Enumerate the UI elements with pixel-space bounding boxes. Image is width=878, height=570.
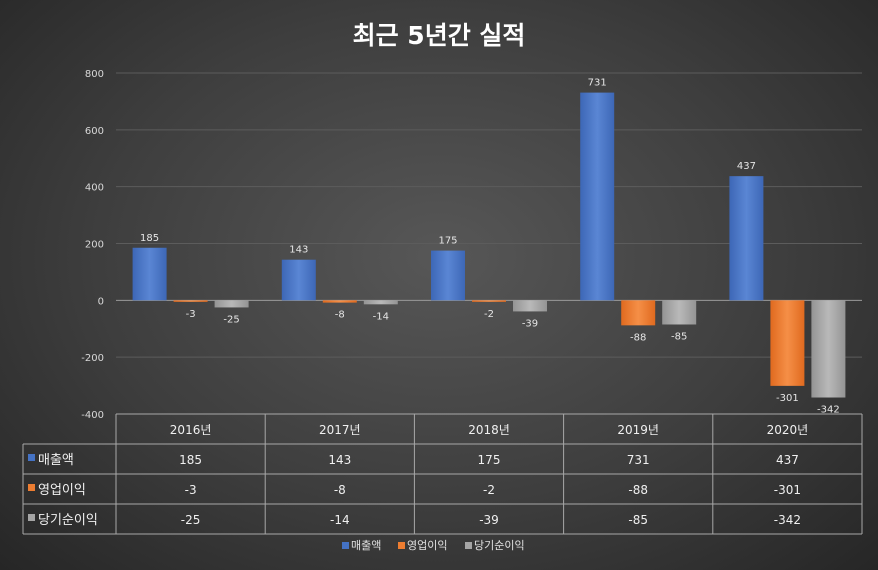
legend-label: 매출액: [351, 539, 381, 552]
bar: [322, 300, 357, 303]
data-label: -25: [223, 314, 239, 325]
data-label: 175: [438, 236, 457, 247]
table-cell: 437: [776, 453, 799, 467]
y-tick-label: -200: [81, 353, 104, 364]
data-labels: 185 143 175 731 437 -3 -8 -2 -88 -301 -25 -14 -39 -85…: [140, 78, 840, 416]
table-cell: 185: [179, 453, 202, 467]
bar: [729, 176, 764, 301]
table-cell: -8: [334, 483, 346, 497]
table-cell: -301: [774, 483, 801, 497]
data-label: -85: [671, 331, 687, 342]
bar: [770, 300, 805, 386]
table-row-header: 매출액: [38, 453, 74, 468]
bar: [621, 300, 656, 326]
data-label: -342: [817, 405, 840, 416]
chart-title: 최근 5년간 실적: [353, 21, 526, 50]
data-label: 143: [289, 245, 308, 256]
table-legend-key: [28, 454, 35, 461]
legend-key: [465, 542, 472, 549]
y-tick-label: 800: [85, 69, 104, 80]
table-cell: -3: [185, 483, 197, 497]
legend-key: [398, 542, 405, 549]
table-cell: -88: [628, 483, 648, 497]
table-header-cell: 2016년: [170, 423, 212, 437]
bar: [363, 300, 398, 305]
data-label: -301: [776, 393, 799, 404]
data-label: -3: [186, 309, 196, 320]
data-label: 185: [140, 233, 159, 244]
table-cell: -85: [628, 513, 648, 527]
table-cell: 143: [328, 453, 351, 467]
data-label: -2: [484, 309, 494, 320]
data-label: -39: [522, 318, 538, 329]
bar: [132, 247, 167, 301]
table-cell: -2: [483, 483, 495, 497]
bar: [811, 300, 846, 398]
bar: [513, 300, 547, 312]
table-row-header: 당기순이익: [38, 513, 98, 528]
data-label: -8: [335, 310, 345, 321]
table-header-cell: 2017년: [319, 423, 361, 437]
bar: [431, 250, 465, 301]
bar: [580, 92, 615, 301]
table-header-cell: 2018년: [468, 423, 510, 437]
table-cell: 731: [627, 453, 650, 467]
legend-label: 영업이익: [407, 539, 447, 552]
table-cell: 175: [478, 453, 501, 467]
table-header-cell: 2020년: [767, 423, 809, 437]
data-label: -88: [630, 332, 646, 343]
bar: [214, 300, 249, 308]
data-label: -14: [373, 311, 389, 322]
table-row-header: 영업이익: [38, 483, 86, 498]
table-cell: -39: [479, 513, 499, 527]
table-header-cell: 2019년: [617, 423, 659, 437]
legend: 매출액 영업이익 당기순이익: [342, 539, 525, 552]
y-axis: 800 600 400 200 0 -200 -400: [81, 69, 104, 421]
table-legend-key: [28, 484, 35, 491]
data-label: 437: [737, 161, 756, 172]
y-tick-label: 0: [98, 296, 104, 307]
bar: [281, 259, 316, 301]
legend-label: 당기순이익: [474, 539, 525, 552]
table-cell: -342: [774, 513, 801, 527]
bar: [662, 300, 697, 325]
bar: [472, 300, 506, 302]
data-label: 731: [588, 78, 607, 89]
table-cell: -14: [330, 513, 350, 527]
y-tick-label: 200: [85, 240, 104, 251]
y-tick-label: 600: [85, 126, 104, 137]
y-tick-label: -400: [81, 410, 104, 421]
table-legend-key: [28, 514, 35, 521]
bar: [173, 300, 208, 302]
table-cell: -25: [181, 513, 201, 527]
y-tick-label: 400: [85, 183, 104, 194]
legend-key: [342, 542, 349, 549]
bars: [132, 92, 846, 398]
